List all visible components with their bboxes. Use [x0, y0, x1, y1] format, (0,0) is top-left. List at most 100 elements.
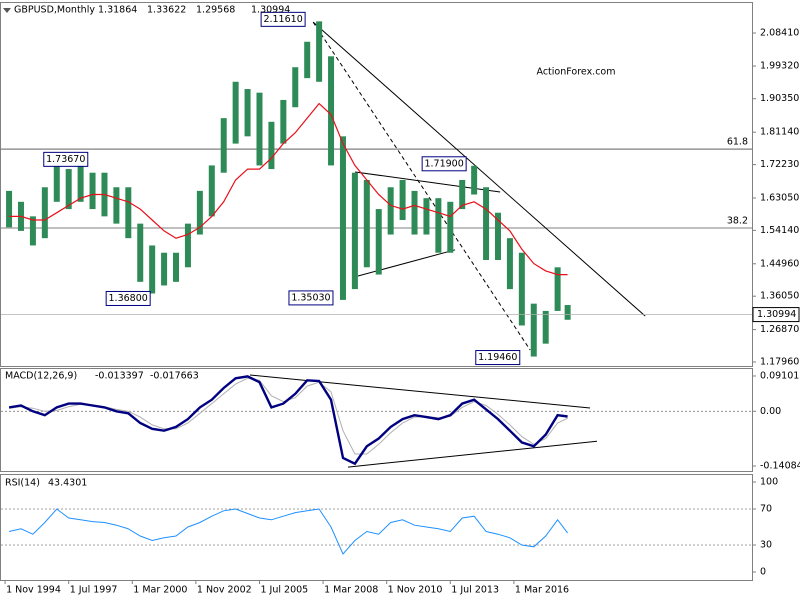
annotation-box [260, 11, 306, 27]
price-bar [564, 305, 571, 320]
price-bar [304, 41, 311, 79]
x-tick-label: 1 Mar 2008 [324, 585, 378, 596]
y-tick-label: -0.140843 [760, 461, 800, 472]
price-bar [208, 165, 215, 217]
y-tick-label: 1.26870 [760, 324, 799, 335]
y-tick-label: 1.44960 [760, 258, 799, 269]
y-tick-label: 1.54140 [760, 225, 799, 236]
price-bar [339, 136, 346, 300]
price-bar [554, 267, 561, 311]
symbol: GBPUSD,Monthly [14, 5, 95, 16]
x-tick-label: 1 Mar 2000 [133, 585, 187, 596]
price-bar [363, 179, 370, 268]
price-bar [423, 198, 430, 235]
price-bar [161, 252, 168, 286]
y-tick-label: 100 [760, 477, 778, 488]
annotation-box [288, 290, 334, 306]
y-tick-label: 1.90350 [760, 93, 799, 104]
trend-line [312, 21, 531, 351]
price-bar [530, 303, 537, 357]
price-bar [149, 245, 156, 294]
trend-line [312, 21, 646, 317]
annotation-label: 1.36800 [109, 293, 148, 304]
indicator-title: RSI(14) [5, 478, 40, 489]
y-tick-label: 30 [760, 540, 772, 551]
rsi-value: 43.4301 [48, 478, 87, 489]
price-bar [244, 89, 251, 137]
annotation-label: 1.19460 [478, 352, 517, 363]
x-tick-label: 1 Jul 2013 [451, 585, 499, 596]
level-label: 38.2 [727, 215, 748, 226]
rsi-panel [0, 474, 753, 581]
price-bar [184, 223, 191, 268]
x-tick-label: 1 Mar 2016 [515, 585, 569, 596]
price-bar [471, 165, 478, 195]
y-tick-label: 0.00 [760, 406, 781, 417]
y-tick-label: 0.091015 [760, 370, 800, 381]
x-tick-label: 1 Jul 2005 [260, 585, 308, 596]
watermark: ActionForex.com [537, 67, 616, 78]
moving-average [9, 102, 568, 276]
y-tick-label: 1.17960 [760, 356, 799, 367]
price-bar [518, 252, 525, 326]
quote-low: 1.29568 [196, 5, 235, 16]
macd-panel [0, 368, 753, 472]
price-bar [196, 190, 203, 235]
y-tick-label: 1.99320 [760, 61, 799, 72]
price-bar [399, 179, 406, 220]
price-bar [125, 187, 132, 239]
quote-close: 1.30994 [251, 5, 290, 16]
level-label: 61.8 [727, 137, 748, 148]
price-bar [256, 92, 263, 166]
quote-open: 1.31864 [98, 5, 137, 16]
x-tick-label: 1 Nov 2010 [388, 585, 443, 596]
price-bar [435, 198, 442, 253]
price-bar [316, 21, 323, 82]
price-bar [53, 159, 60, 202]
annotation-box [43, 151, 89, 167]
price-bar [542, 310, 549, 344]
signal-value: -0.017663 [150, 371, 199, 382]
y-tick-label: 1.72230 [760, 159, 799, 170]
price-bar [137, 223, 144, 282]
rsi-line [8, 508, 568, 555]
price-bar [173, 252, 180, 282]
y-tick-label: 2.08410 [760, 27, 799, 38]
price-bar [447, 201, 454, 253]
trend-line [357, 249, 456, 277]
price-bar [41, 187, 48, 239]
price-panel [0, 2, 753, 367]
annotation-box [105, 290, 151, 306]
x-tick-label: 1 Nov 1994 [6, 585, 61, 596]
price-bar [65, 169, 72, 210]
price-bar [268, 121, 275, 170]
price-box [752, 307, 800, 323]
symbol-icon [3, 8, 11, 13]
price-bar [494, 212, 501, 261]
annotation-box [475, 350, 521, 366]
trend-line [347, 440, 598, 468]
price-bar [411, 190, 418, 235]
price-bar [89, 172, 96, 210]
price-bar [483, 187, 490, 261]
annotation-label: 1.35030 [291, 292, 330, 303]
annotation-label: 1.73670 [46, 154, 85, 165]
price-bar [280, 99, 287, 144]
y-tick-label: 1.81140 [760, 127, 799, 138]
price-bar [387, 187, 394, 235]
annotation-label: 2.11610 [263, 14, 302, 25]
price-bar [351, 172, 358, 290]
current-price: 1.30994 [757, 309, 796, 320]
price-bar [328, 56, 335, 166]
price-bar [506, 238, 513, 290]
indicator-title: MACD(12,26,9) [5, 371, 77, 382]
y-tick-label: 1.63050 [760, 192, 799, 203]
price-bar [375, 209, 382, 275]
annotation-box [421, 156, 467, 172]
macd-value: -0.013397 [95, 371, 144, 382]
quote-high: 1.33622 [147, 5, 186, 16]
price-bar [29, 216, 36, 246]
y-tick-label: 1.36050 [760, 291, 799, 302]
price-bar [459, 179, 466, 210]
